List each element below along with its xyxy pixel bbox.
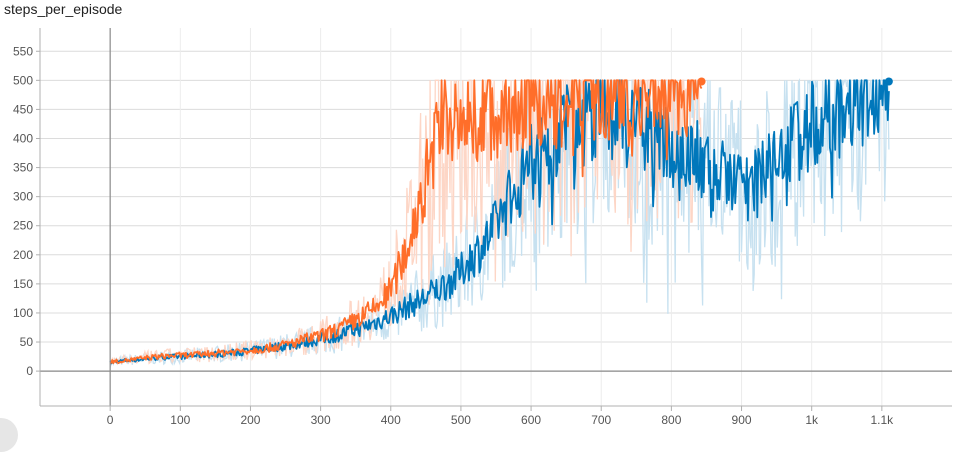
- y-tick-label: 350: [13, 161, 33, 175]
- x-tick-label: 700: [591, 413, 611, 427]
- y-tick-label: 400: [13, 131, 33, 145]
- x-tick-label: 400: [381, 413, 401, 427]
- x-tick-label: 300: [311, 413, 331, 427]
- y-tick-label: 50: [20, 335, 34, 349]
- y-tick-label: 150: [13, 277, 33, 291]
- y-tick-label: 550: [13, 44, 33, 58]
- x-axis-ticks: 0 100 200 300 400 500 600 700 800 900 1k 1.1k: [107, 406, 894, 427]
- line-chart: 0 100 200 300 400 500 600 700 800 900 1k 1.1k 0 50 10…: [13, 28, 952, 427]
- x-tick-label: 900: [732, 413, 752, 427]
- y-tick-label: 0: [26, 364, 33, 378]
- y-tick-label: 300: [13, 190, 33, 204]
- smoothed-series-layer: [109, 79, 890, 365]
- y-tick-label: 200: [13, 248, 33, 262]
- series-endpoint-1: [697, 77, 706, 86]
- x-tick-label: 800: [661, 413, 681, 427]
- x-tick-label: 1k: [805, 413, 819, 427]
- smoothed-series-line-1: [109, 79, 703, 365]
- series-endpoints: [697, 77, 893, 86]
- x-tick-label: 600: [521, 413, 541, 427]
- y-tick-label: 500: [13, 73, 33, 87]
- y-tick-label: 100: [13, 306, 33, 320]
- smoothed-series-line-0: [109, 79, 890, 365]
- axes: [39, 28, 952, 407]
- series-endpoint-0: [884, 77, 893, 86]
- x-tick-label: 0: [107, 413, 114, 427]
- chart-title: steps_per_episode: [4, 1, 123, 17]
- x-tick-label: 1.1k: [871, 413, 895, 427]
- x-tick-label: 100: [170, 413, 190, 427]
- x-tick-label: 500: [451, 413, 471, 427]
- y-tick-label: 250: [13, 219, 33, 233]
- y-axis-ticks: 0 50 100 150 200 250 300 350 400 450 500 550: [13, 44, 40, 378]
- y-tick-label: 450: [13, 102, 33, 116]
- x-tick-label: 200: [240, 413, 260, 427]
